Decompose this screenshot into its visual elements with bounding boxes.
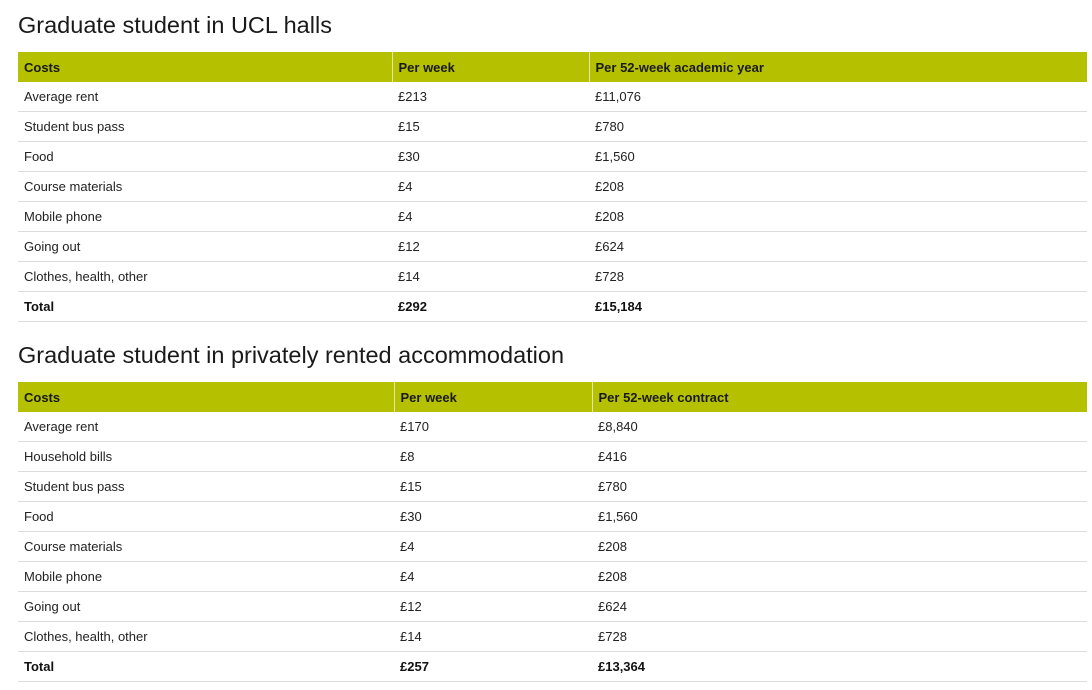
- table-row: Mobile phone £4 £208: [18, 201, 1087, 232]
- contract-cost: £208: [592, 561, 1087, 592]
- annual-cost: £11,076: [589, 82, 1087, 112]
- contract-cost: £208: [592, 531, 1087, 562]
- total-row: Total £292 £15,184: [18, 291, 1087, 322]
- section-title: Graduate student in UCL halls: [18, 12, 332, 38]
- cost-item: Average rent: [18, 82, 392, 112]
- total-label: Total: [18, 291, 392, 322]
- annual-cost: £208: [589, 171, 1087, 202]
- column-header-per-week: Per week: [391, 52, 589, 82]
- weekly-cost: £4: [392, 201, 589, 232]
- annual-cost: £728: [589, 261, 1087, 292]
- weekly-cost: £12: [394, 591, 592, 622]
- cost-item: Course materials: [18, 171, 392, 202]
- cost-item: Course materials: [18, 531, 394, 562]
- column-header-per-contract: Per 52-week contract: [591, 382, 1087, 412]
- column-header-costs: Costs: [24, 389, 61, 405]
- table-row: Clothes, health, other £14 £728: [18, 261, 1087, 292]
- contract-cost: £416: [592, 441, 1087, 472]
- cost-item: Mobile phone: [18, 201, 392, 232]
- cost-item: Going out: [18, 231, 392, 262]
- table-row: Going out £12 £624: [18, 231, 1087, 262]
- column-header-per-week: Per week: [393, 382, 592, 412]
- table-row: Household bills £8 £416: [18, 441, 1087, 472]
- cost-item: Student bus pass: [18, 111, 392, 142]
- table-row: Course materials £4 £208: [18, 171, 1087, 202]
- cost-item: Mobile phone: [18, 561, 394, 592]
- table-header-row: Costs Per week Per 52-week academic year: [18, 52, 1087, 82]
- table-row: Going out £12 £624: [18, 591, 1087, 622]
- table-row: Food £30 £1,560: [18, 501, 1087, 532]
- cost-item: Food: [18, 141, 392, 172]
- total-weekly-cost: £257: [394, 651, 592, 682]
- contract-cost: £780: [592, 471, 1087, 502]
- section-title: Graduate student in privately rented acc…: [18, 342, 565, 368]
- total-weekly-cost: £292: [392, 291, 589, 322]
- cost-item: Student bus pass: [18, 471, 394, 502]
- cost-item: Food: [18, 501, 394, 532]
- cost-item: Clothes, health, other: [18, 621, 394, 652]
- total-label: Total: [18, 651, 394, 682]
- cost-item: Going out: [18, 591, 394, 622]
- weekly-cost: £14: [392, 261, 589, 292]
- weekly-cost: £12: [392, 231, 589, 262]
- weekly-cost: £4: [392, 171, 589, 202]
- cost-item: Household bills: [18, 441, 394, 472]
- weekly-cost: £170: [394, 412, 592, 442]
- cost-item: Clothes, health, other: [18, 261, 392, 292]
- weekly-cost: £15: [394, 471, 592, 502]
- weekly-cost: £30: [392, 141, 589, 172]
- annual-cost: £208: [589, 201, 1087, 232]
- private-rented-cost-table: Costs Per week Per 52-week contract Aver…: [18, 382, 1087, 682]
- weekly-cost: £4: [394, 561, 592, 592]
- table-row: Student bus pass £15 £780: [18, 471, 1087, 502]
- weekly-cost: £4: [394, 531, 592, 562]
- weekly-cost: £30: [394, 501, 592, 532]
- cost-item: Average rent: [18, 412, 394, 442]
- table-row: Clothes, health, other £14 £728: [18, 621, 1087, 652]
- contract-cost: £1,560: [592, 501, 1087, 532]
- contract-cost: £624: [592, 591, 1087, 622]
- annual-cost: £1,560: [589, 141, 1087, 172]
- table-row: Mobile phone £4 £208: [18, 561, 1087, 592]
- column-header-per-year: Per 52-week academic year: [588, 52, 1087, 82]
- weekly-cost: £213: [392, 82, 589, 112]
- weekly-cost: £8: [394, 441, 592, 472]
- ucl-halls-section: Graduate student in UCL halls Costs Per …: [18, 11, 1087, 322]
- table-row: Food £30 £1,560: [18, 141, 1087, 172]
- private-rented-section: Graduate student in privately rented acc…: [18, 341, 1087, 682]
- table-row: Average rent £213 £11,076: [18, 82, 1087, 112]
- ucl-halls-cost-table: Costs Per week Per 52-week academic year…: [18, 52, 1087, 322]
- total-row: Total £257 £13,364: [18, 651, 1087, 682]
- weekly-cost: £14: [394, 621, 592, 652]
- contract-cost: £728: [592, 621, 1087, 652]
- column-header-costs: Costs: [24, 59, 61, 75]
- table-row: Student bus pass £15 £780: [18, 111, 1087, 142]
- table-row: Average rent £170 £8,840: [18, 412, 1087, 442]
- weekly-cost: £15: [392, 111, 589, 142]
- annual-cost: £624: [589, 231, 1087, 262]
- annual-cost: £780: [589, 111, 1087, 142]
- total-annual-cost: £15,184: [589, 291, 1087, 322]
- table-row: Course materials £4 £208: [18, 531, 1087, 562]
- total-contract-cost: £13,364: [592, 651, 1087, 682]
- contract-cost: £8,840: [592, 412, 1087, 442]
- table-header-row: Costs Per week Per 52-week contract: [18, 382, 1087, 412]
